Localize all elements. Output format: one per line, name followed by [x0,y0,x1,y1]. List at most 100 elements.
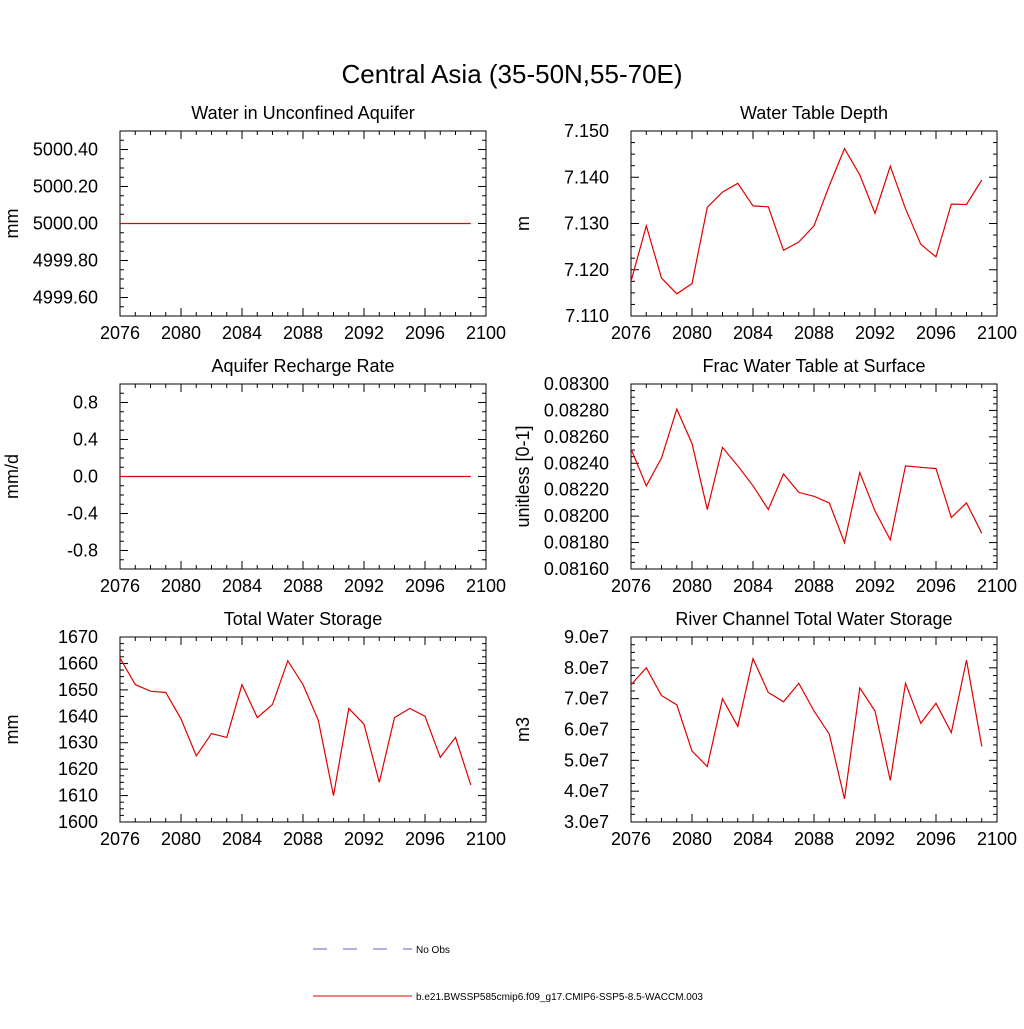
x-tick-label: 2084 [733,323,773,343]
plot-frame [119,636,487,823]
x-tick-label: 2080 [161,829,201,849]
legend: No Obs b.e21.BWSSP585cmip6.f09_g17.CMIP6-… [313,945,703,1003]
x-tick-label: 2092 [855,576,895,596]
legend-item: b.e21.BWSSP585cmip6.f09_g17.CMIP6-SSP5-8… [313,992,703,1003]
y-tick-label: 0.8 [73,393,98,413]
x-tick-label: 2080 [672,323,712,343]
x-tick-label: 2096 [916,829,956,849]
x-tick-label: 2080 [672,829,712,849]
y-tick-label: 7.140 [564,167,609,187]
panel-6: River Channel Total Water Storage m3 2076 2… [513,609,1017,849]
panel-title: River Channel Total Water Storage [675,609,952,629]
panel-3: Aquifer Recharge Rate mm/d 2076 2080 2084 208… [2,356,506,596]
x-tick-label: 2100 [977,576,1017,596]
x-tick-label: 2096 [916,576,956,596]
x-tick-label: 2080 [161,323,201,343]
x-tick-label: 2076 [611,829,651,849]
y-axis-label: m3 [513,717,533,742]
y-tick-label: 4999.80 [33,251,98,271]
y-tick-label: 1640 [58,706,98,726]
x-tick-label: 2080 [161,576,201,596]
x-tick-label: 2096 [405,323,445,343]
y-tick-label: 1620 [58,759,98,779]
panel-5: Total Water Storage mm 2076 2080 2084 2088 209… [2,609,506,849]
panel-title: Water Table Depth [740,103,888,123]
panel-1: Water in Unconfined Aquifer mm 2076 2080 208… [2,103,506,343]
x-tick-label: 2076 [100,323,140,343]
x-tick-label: 2100 [977,829,1017,849]
series-line [630,407,983,545]
x-tick-label: 2080 [672,576,712,596]
y-tick-label: 5000.20 [33,177,98,197]
panel-2: Water Table Depth m 2076 2080 2084 2088 2092 20… [513,103,1017,343]
x-tick-label: 2084 [733,829,773,849]
y-tick-label: 5.0e7 [564,750,609,770]
y-tick-label: 6.0e7 [564,720,609,740]
x-tick-label: 2076 [611,576,651,596]
y-tick-label: 4999.60 [33,288,98,308]
y-tick-label: 1610 [58,786,98,806]
y-axis-label: m [513,216,533,231]
y-tick-label: 5000.40 [33,140,98,160]
x-tick-label: 2088 [283,323,323,343]
x-tick-label: 2092 [855,829,895,849]
panel-title: Frac Water Table at Surface [702,356,925,376]
y-tick-label: 0.0 [73,467,98,487]
y-tick-label: 7.130 [564,214,609,234]
x-tick-label: 2084 [733,576,773,596]
y-axis-label: mm [2,715,22,745]
x-tick-label: 2088 [283,829,323,849]
y-tick-label: 7.120 [564,260,609,280]
plot-frame [630,383,998,570]
panel-title: Total Water Storage [224,609,382,629]
series-line [630,147,983,295]
series-line [119,657,472,796]
x-tick-label: 2092 [855,323,895,343]
legend-label: b.e21.BWSSP585cmip6.f09_g17.CMIP6-SSP5-8… [416,992,703,1003]
panel-title: Aquifer Recharge Rate [211,356,394,376]
panels: Water in Unconfined Aquifer mm 2076 2080 208… [2,103,1017,849]
y-tick-label: 0.08160 [544,559,609,579]
series-line [630,656,983,800]
x-tick-label: 2092 [344,323,384,343]
y-tick-label: 0.08240 [544,453,609,473]
y-tick-label: 0.4 [73,430,98,450]
x-tick-label: 2084 [222,323,262,343]
x-tick-label: 2088 [794,323,834,343]
y-axis-label: mm [2,209,22,239]
y-tick-label: -0.4 [67,504,98,524]
y-tick-label: 0.08200 [544,506,609,526]
y-axis-label: mm/d [2,454,22,499]
x-tick-label: 2084 [222,829,262,849]
panel-4: Frac Water Table at Surface unitless [0-1… [513,356,1017,596]
x-tick-label: 2096 [916,323,956,343]
y-tick-label: 5000.00 [33,214,98,234]
y-tick-label: 7.0e7 [564,689,609,709]
y-tick-label: 1670 [58,627,98,647]
x-tick-label: 2076 [100,829,140,849]
y-tick-label: 8.0e7 [564,658,609,678]
y-tick-label: 0.08300 [544,374,609,394]
x-tick-label: 2100 [466,576,506,596]
x-tick-label: 2096 [405,576,445,596]
legend-item: No Obs [313,945,450,956]
y-tick-label: 1600 [58,812,98,832]
x-tick-label: 2092 [344,829,384,849]
x-tick-label: 2088 [794,829,834,849]
y-tick-label: 0.08260 [544,427,609,447]
legend-label: No Obs [416,945,450,956]
y-tick-label: 1630 [58,733,98,753]
y-tick-label: 3.0e7 [564,812,609,832]
plot-frame [630,636,998,823]
y-tick-label: 0.08220 [544,480,609,500]
y-tick-label: 0.08180 [544,533,609,553]
page-title: Central Asia (35-50N,55-70E) [341,59,682,89]
x-tick-label: 2092 [344,576,384,596]
x-tick-label: 2088 [794,576,834,596]
y-tick-label: 0.08280 [544,400,609,420]
x-tick-label: 2076 [611,323,651,343]
y-axis-label: unitless [0-1] [513,425,533,527]
y-tick-label: -0.8 [67,541,98,561]
panel-title: Water in Unconfined Aquifer [191,103,414,123]
